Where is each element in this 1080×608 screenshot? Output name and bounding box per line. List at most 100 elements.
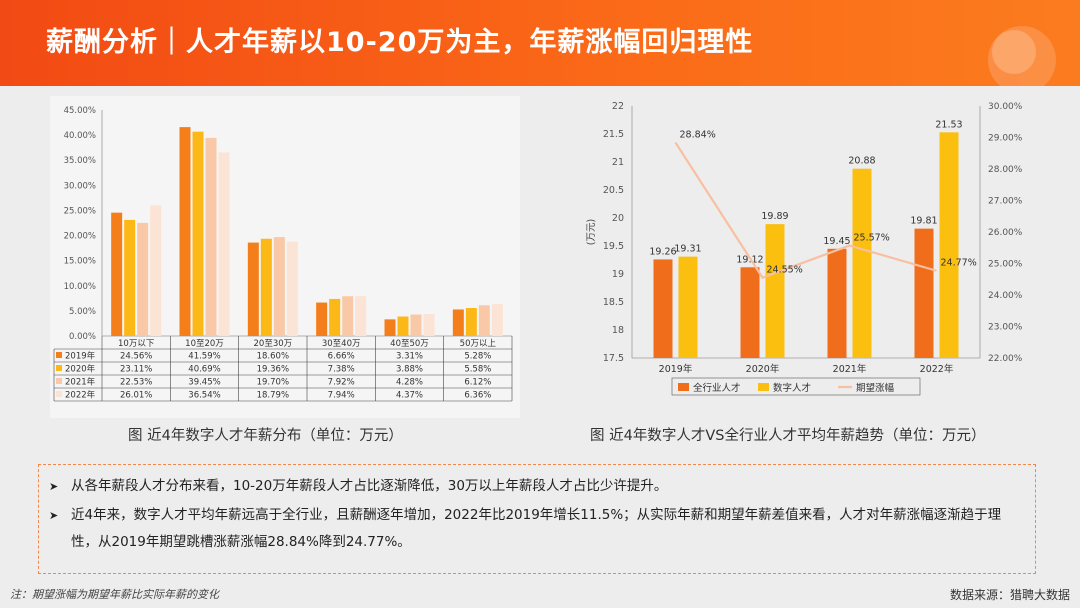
legend-swatch (758, 383, 769, 391)
summary-bullet-1: ➤ 从各年薪段人才分布来看，10-20万年薪段人才占比逐渐降低，30万以上年薪段人… (49, 473, 1021, 500)
y-tick-label: 20.5 (603, 185, 624, 196)
data-label: 23.11% (120, 365, 152, 375)
series-line (674, 141, 937, 280)
bar (150, 205, 162, 336)
y-tick-label: 21.5 (603, 129, 624, 140)
right-chart-caption: 图 近4年数字人才VS全行业人才平均年薪趋势（单位：万元） (590, 428, 986, 444)
y-tick-label: 17.5 (603, 353, 624, 364)
data-label: 7.94% (328, 391, 355, 401)
data-label: 7.38% (328, 365, 355, 375)
y-tick-label: 35.00% (64, 156, 96, 166)
y2-tick-label: 28.00% (988, 165, 1023, 175)
legend-label: 数字人才 (773, 382, 811, 394)
bar (827, 248, 847, 358)
data-label: 6.12% (464, 378, 491, 388)
data-label: 7.92% (328, 378, 355, 388)
legend-swatch (56, 365, 62, 371)
x-tick-label: 10至20万 (185, 339, 224, 349)
bar (137, 222, 149, 336)
summary-text-1: 从各年薪段人才分布来看，10-20万年薪段人才占比逐渐降低，30万以上年薪段人才… (71, 478, 668, 494)
legend-swatch (56, 391, 62, 397)
data-label: 24.55% (767, 265, 803, 276)
x-tick-label: 2021年 (833, 363, 867, 375)
data-label: 19.26 (649, 246, 676, 257)
bar (410, 314, 422, 336)
x-tick-label: 10万以下 (118, 339, 155, 349)
y2-tick-label: 27.00% (988, 197, 1023, 207)
summary-text-2: 近4年来，数字人才平均年薪远高于全行业，且薪酬逐年增加，2022年比2019年增… (71, 507, 1002, 550)
bar (179, 127, 191, 336)
legend-label: 全行业人才 (693, 382, 741, 394)
data-label: 18.60% (257, 352, 289, 362)
bar (465, 307, 477, 336)
legend-swatch (56, 378, 62, 384)
y2-tick-label: 29.00% (988, 134, 1023, 144)
data-label: 21.53 (935, 119, 962, 130)
y-tick-label: 19.5 (603, 241, 624, 252)
y2-tick-label: 26.00% (988, 228, 1023, 238)
bar (478, 305, 490, 336)
legend-label: 2021年 (65, 377, 96, 388)
y-tick-label: 20 (612, 213, 624, 224)
bar (452, 309, 464, 336)
y-tick-label: 30.00% (64, 181, 96, 191)
y-tick-label: 21 (612, 157, 624, 168)
data-label: 6.66% (328, 352, 355, 362)
left-chart-caption: 图 近4年数字人才年薪分布（单位：万元） (128, 428, 403, 444)
bar (384, 319, 396, 336)
data-source: 数据来源：猎聘大数据 (949, 588, 1070, 602)
arrow-icon: ➤ (49, 480, 59, 493)
data-label: 5.58% (464, 365, 491, 375)
data-label: 40.69% (188, 365, 220, 375)
data-label: 4.28% (396, 378, 423, 388)
bar (491, 304, 503, 336)
data-label: 36.54% (188, 391, 220, 401)
data-label: 20.88 (848, 156, 875, 167)
data-label: 4.37% (396, 391, 423, 401)
bar (316, 302, 328, 336)
y-tick-label: 0.00% (69, 332, 96, 342)
y-tick-label: 25.00% (64, 206, 96, 216)
y-tick-label: 10.00% (64, 282, 96, 292)
salary-trend-chart: 17.5 18 18.5 19 19.5 20 20.5 21 21.5 22 22.00% 23.0… (586, 101, 1023, 396)
bar (342, 296, 354, 336)
y-tick-label: 45.00% (64, 106, 96, 116)
data-label: 19.31 (674, 244, 701, 255)
data-label: 19.36% (257, 365, 289, 375)
data-label: 26.01% (120, 391, 152, 401)
data-label: 24.77% (941, 258, 977, 269)
bar (397, 316, 409, 336)
legend-swatch (678, 383, 689, 391)
y-tick-label: 19 (612, 269, 624, 280)
y2-tick-label: 22.00% (988, 354, 1023, 364)
bar (329, 298, 341, 336)
y-tick-label: 18.5 (603, 297, 624, 308)
bar (765, 224, 785, 358)
header-decoration (988, 26, 1056, 86)
y2-tick-label: 23.00% (988, 323, 1023, 333)
bar (678, 256, 698, 358)
data-label: 24.56% (120, 352, 152, 362)
y2-tick-label: 24.00% (988, 291, 1023, 301)
x-tick-label: 2020年 (746, 363, 780, 375)
data-label: 19.70% (257, 378, 289, 388)
data-label: 18.79% (257, 391, 289, 401)
bar (260, 238, 272, 336)
legend-swatch (56, 352, 62, 358)
bar (124, 219, 136, 336)
bar (273, 237, 285, 336)
data-label: 6.36% (464, 391, 491, 401)
y-tick-label: 40.00% (64, 131, 96, 141)
bar (192, 131, 204, 336)
header-bar: 薪酬分析｜人才年薪以10-20万为主，年薪涨幅回归理性 (0, 0, 1080, 86)
x-tick-label: 30至40万 (322, 339, 361, 349)
legend-label: 2020年 (65, 364, 96, 375)
arrow-icon: ➤ (49, 509, 59, 522)
data-label: 3.88% (396, 365, 423, 375)
data-label: 41.59% (188, 352, 220, 362)
data-label: 25.57% (854, 233, 890, 244)
salary-distribution-chart: 0.00% 5.00% 10.00% 15.00% 20.00% 25.00% 30.00%… (50, 96, 520, 418)
footnote: 注：期望涨幅为期望年薪比实际年薪的变化 (10, 588, 219, 601)
x-tick-label: 20至30万 (254, 339, 293, 349)
summary-bullet-2: ➤ 近4年来，数字人才平均年薪远高于全行业，且薪酬逐年增加，2022年比2019年… (49, 502, 1021, 556)
